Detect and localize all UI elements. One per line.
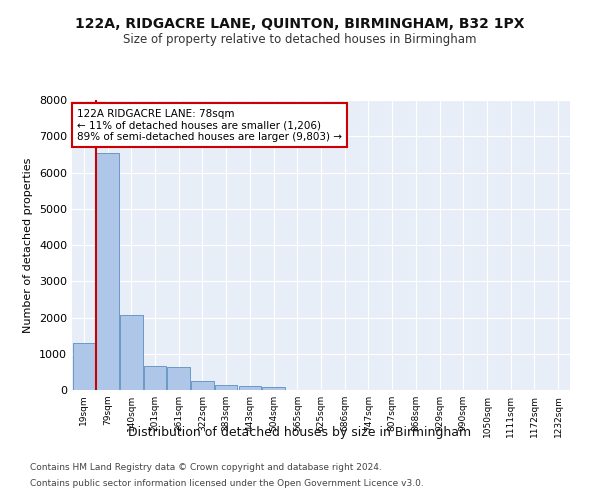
Bar [215, 386, 238, 390]
Bar [120, 314, 143, 390]
Bar [191, 381, 214, 390]
Bar [167, 367, 190, 390]
Y-axis label: Number of detached properties: Number of detached properties [23, 158, 34, 332]
Text: 122A RIDGACRE LANE: 78sqm
← 11% of detached houses are smaller (1,206)
89% of se: 122A RIDGACRE LANE: 78sqm ← 11% of detac… [77, 108, 342, 142]
Bar [73, 343, 95, 390]
Bar [239, 386, 261, 390]
Bar [97, 152, 119, 390]
Text: 122A, RIDGACRE LANE, QUINTON, BIRMINGHAM, B32 1PX: 122A, RIDGACRE LANE, QUINTON, BIRMINGHAM… [75, 18, 525, 32]
Bar [262, 387, 285, 390]
Text: Contains public sector information licensed under the Open Government Licence v3: Contains public sector information licen… [30, 478, 424, 488]
Text: Contains HM Land Registry data © Crown copyright and database right 2024.: Contains HM Land Registry data © Crown c… [30, 464, 382, 472]
Text: Size of property relative to detached houses in Birmingham: Size of property relative to detached ho… [123, 32, 477, 46]
Bar [144, 366, 166, 390]
Text: Distribution of detached houses by size in Birmingham: Distribution of detached houses by size … [128, 426, 472, 439]
